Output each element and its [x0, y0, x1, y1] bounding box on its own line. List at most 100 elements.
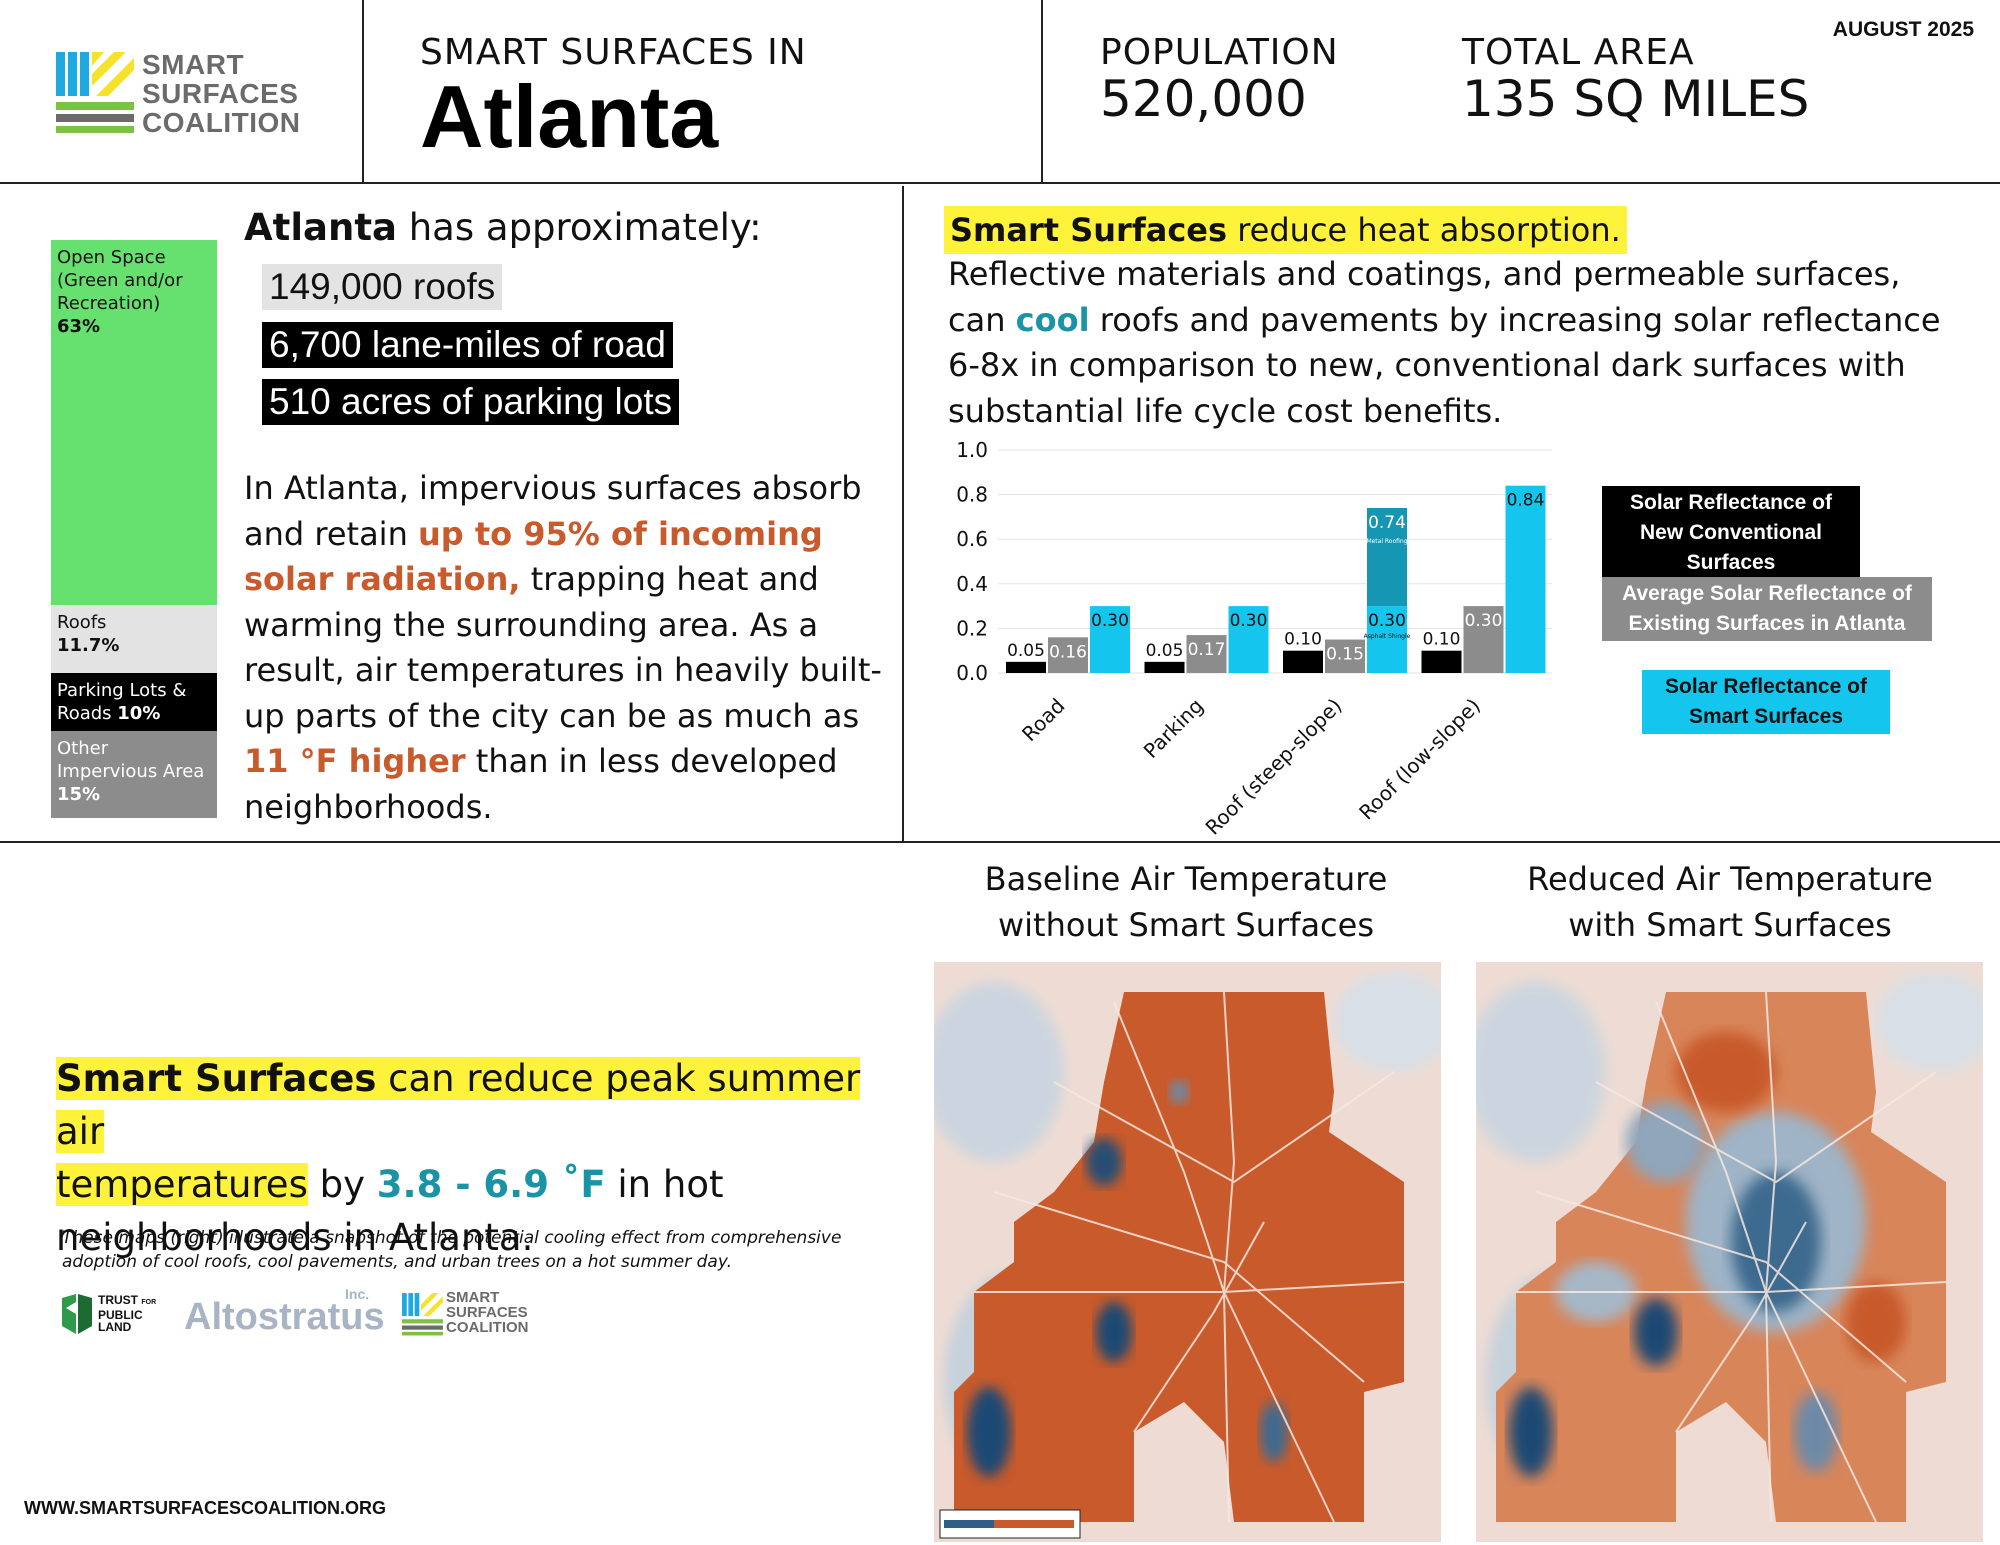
chart-bar	[1421, 650, 1462, 673]
chart-data-sublabel: Asphalt Shingle	[1364, 633, 1411, 640]
stat-roads: 6,700 lane-miles of road	[262, 322, 673, 368]
text: In Atlanta, impervious surfaces absorb a…	[244, 469, 862, 553]
header: SMART SURFACES COALITION SMART SURFACES …	[0, 0, 2000, 184]
ssc-logo-icon	[56, 52, 134, 133]
ssc-logo: SMART SURFACES COALITION	[56, 50, 316, 138]
segment-label: Roofs	[57, 612, 107, 633]
segment-percent: 10%	[117, 703, 161, 724]
reduced-temperature-map	[1476, 962, 1983, 1542]
highlight-temperature: 11 °F higher	[244, 742, 466, 780]
stat-roofs: 149,000 roofs	[262, 264, 503, 310]
chart-data-label: 0.05	[1146, 641, 1184, 661]
header-divider	[1041, 0, 1043, 184]
segment-label: Open Space (Green and/or Recreation)	[57, 247, 183, 314]
chart-bar	[1505, 485, 1546, 673]
baseline-map-title: Baseline Air Temperature without Smart S…	[926, 856, 1446, 948]
chart-bar	[1228, 606, 1269, 673]
chart-bar	[1090, 606, 1130, 673]
chart-category-label: Parking	[1139, 694, 1208, 763]
population-label: POPULATION	[1100, 32, 1339, 73]
chart-y-tick: 0.8	[956, 483, 988, 507]
website-url[interactable]: WWW.SMARTSURFACESCOALITION.ORG	[24, 1498, 386, 1518]
approx-city: Atlanta	[244, 206, 397, 249]
chart-bar	[1048, 637, 1088, 673]
population-value: 520,000	[1100, 70, 1307, 128]
land-use-segment-parking-roads: Parking Lots & Roads 10%	[51, 673, 217, 731]
chart-bar	[1283, 650, 1323, 673]
tpl-logo-text: TRUST FOR PUBLIC LAND	[98, 1293, 157, 1334]
ssc-logo-text: SMART SURFACES COALITION	[142, 49, 301, 138]
segment-percent: 63%	[57, 316, 101, 337]
chart-data-label: 0.05	[1007, 641, 1045, 661]
stat-parking: 510 acres of parking lots	[262, 379, 680, 425]
heat-heading-bold: Smart Surfaces	[950, 211, 1228, 249]
chart-bar	[1186, 635, 1227, 673]
chart-data-label: 0.74	[1368, 513, 1406, 533]
chart-data-label: 0.10	[1423, 630, 1461, 650]
impervious-paragraph: In Atlanta, impervious surfaces absorb a…	[244, 466, 894, 830]
altostratus-inc: Inc.	[345, 1286, 370, 1302]
segment-label: Parking Lots & Roads	[57, 680, 187, 724]
segment-percent: 15%	[57, 784, 101, 805]
text: by	[307, 1163, 377, 1206]
chart-data-label: 0.84	[1507, 491, 1545, 511]
page-title: Atlanta	[420, 67, 719, 166]
legend-existing: Average Solar Reflectance of Existing Su…	[1602, 577, 1932, 641]
text: temperatures	[56, 1163, 308, 1206]
legend-smart: Solar Reflectance of Smart Surfaces	[1642, 670, 1890, 734]
text: Baseline Air Temperature	[984, 860, 1388, 898]
land-use-segment-roofs: Roofs 11.7%	[51, 605, 217, 673]
land-use-stacked-bar: Open Space (Green and/or Recreation) 63%…	[51, 240, 217, 818]
highlight-cool: cool	[1015, 300, 1090, 339]
chart-data-label: 0.30	[1230, 611, 1268, 631]
chart-data-label: 0.30	[1465, 611, 1503, 631]
chart-bar	[1325, 639, 1365, 673]
chart-y-tick: 0.0	[956, 661, 988, 685]
chart-data-label: 0.17	[1188, 640, 1226, 660]
highlight-solar: up to 95% of incoming solar radiation,	[244, 514, 823, 599]
heat-heading-rest: reduce heat absorption.	[1227, 211, 1621, 249]
date-label: AUGUST 2025	[1832, 18, 1974, 41]
chart-category-label: Roof (low-slope)	[1354, 694, 1485, 825]
text: than in less developed neighborhoods.	[244, 742, 838, 826]
text: can reduce peak summer air	[56, 1057, 861, 1153]
land-use-segment-open-space: Open Space (Green and/or Recreation) 63%	[51, 240, 217, 605]
chart-bar	[1144, 661, 1185, 673]
chart-data-label: 0.30	[1091, 611, 1129, 631]
section-divider	[902, 186, 904, 842]
text: neighborhoods in Atlanta.	[56, 1216, 534, 1259]
chart-y-tick: 0.4	[956, 572, 988, 596]
maps-note: These maps (right) illustrate a snapshot…	[62, 1228, 842, 1272]
segment-label: Other Impervious Area	[57, 738, 205, 782]
baseline-temperature-map	[934, 962, 1441, 1542]
text: with Smart Surfaces	[1568, 906, 1892, 944]
reduced-map-title: Reduced Air Temperature with Smart Surfa…	[1470, 856, 1990, 948]
header-divider	[362, 0, 364, 184]
chart-data-label: 0.30	[1368, 611, 1406, 631]
chart-y-tick: 0.2	[956, 616, 988, 640]
ssc-small-logo-text: SMART SURFACES COALITION	[446, 1289, 529, 1336]
reduce-bold: Smart Surfaces	[56, 1057, 377, 1100]
text: Reduced Air Temperature	[1527, 860, 1933, 898]
ssc-small-logo-icon	[402, 1293, 443, 1336]
approx-heading: Atlanta has approximately:	[244, 206, 762, 249]
chart-category-label: Road	[1017, 694, 1069, 746]
altostratus-logo: Altostratus	[184, 1296, 385, 1338]
land-use-segment-other-impervious: Other Impervious Area 15%	[51, 731, 217, 818]
tpl-logo-icon	[62, 1294, 92, 1334]
chart-data-sublabel: Metal Roofing	[1366, 538, 1407, 545]
chart-y-tick: 0.6	[956, 527, 988, 551]
heat-heading: Smart Surfaces reduce heat absorption.	[944, 206, 1627, 254]
segment-percent: 11.7%	[57, 635, 120, 656]
reduce-heading: Smart Surfaces can reduce peak summer ai…	[56, 1052, 896, 1264]
text: trapping heat and warming the surroundin…	[244, 560, 882, 735]
reduce-range: 3.8 - 6.9 ˚F	[376, 1163, 606, 1206]
chart-bar	[1463, 606, 1504, 673]
legend-new-conventional: Solar Reflectance of New Conventional Su…	[1602, 486, 1860, 580]
chart-bar	[1006, 661, 1046, 673]
heat-paragraph: Reflective materials and coatings, and p…	[948, 252, 1958, 434]
area-label: TOTAL AREA	[1462, 32, 1695, 73]
text: without Smart Surfaces	[997, 906, 1374, 944]
chart-y-tick: 1.0	[956, 438, 988, 462]
